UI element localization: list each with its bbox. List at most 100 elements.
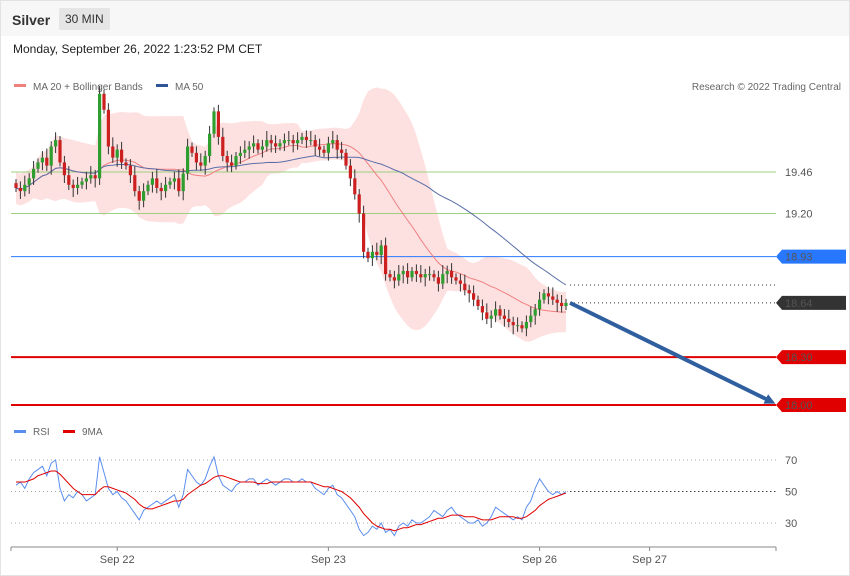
candle-body bbox=[414, 270, 418, 275]
candle-body bbox=[353, 178, 357, 195]
level-tag-18-93 bbox=[776, 249, 846, 264]
candle-body bbox=[243, 149, 247, 153]
candle-body bbox=[296, 140, 300, 144]
candle-body bbox=[494, 309, 498, 316]
candle-body bbox=[463, 283, 467, 291]
candle-body bbox=[120, 149, 124, 163]
candle-body bbox=[164, 184, 168, 192]
candle-body bbox=[362, 213, 366, 252]
candle-body bbox=[357, 194, 361, 214]
candle-body bbox=[45, 157, 49, 166]
candle-body bbox=[172, 178, 176, 182]
candle-body bbox=[344, 152, 348, 166]
datetime-label: Monday, September 26, 2022 1:23:52 PM CE… bbox=[13, 42, 263, 56]
candle-body bbox=[498, 309, 502, 316]
candle-body bbox=[533, 309, 537, 316]
candle-body bbox=[555, 299, 559, 303]
candle-body bbox=[212, 111, 216, 134]
bollinger-band-area bbox=[16, 87, 566, 342]
candle-body bbox=[309, 140, 313, 142]
candle-body bbox=[18, 187, 22, 192]
candle-body bbox=[366, 251, 370, 259]
rsi9ma-legend-label: 9MA bbox=[82, 427, 103, 438]
candle-body bbox=[524, 322, 528, 329]
candle-body bbox=[326, 143, 330, 153]
copyright-label: Research © 2022 Trading Central bbox=[692, 82, 841, 93]
candle-body bbox=[115, 149, 119, 158]
candle-body bbox=[546, 293, 550, 297]
ma50-legend-label: MA 50 bbox=[175, 82, 204, 93]
candle-body bbox=[137, 191, 141, 201]
candle-body bbox=[291, 140, 295, 144]
candle-body bbox=[542, 293, 546, 300]
candle-body bbox=[370, 251, 374, 259]
candle-body bbox=[410, 270, 414, 278]
candle-body bbox=[335, 140, 339, 150]
ma20-line bbox=[15, 143, 567, 313]
candle-body bbox=[93, 175, 97, 179]
candle-body bbox=[406, 270, 410, 278]
ma50-line bbox=[15, 155, 567, 286]
candle-body bbox=[282, 140, 286, 144]
candle-body bbox=[230, 162, 234, 166]
ma50-legend-swatch bbox=[156, 84, 168, 87]
candle-body bbox=[102, 93, 106, 110]
candle-body bbox=[128, 165, 132, 176]
candle-body bbox=[489, 315, 493, 319]
candle-body bbox=[216, 111, 220, 137]
candle-body bbox=[27, 178, 31, 185]
candle-body bbox=[221, 136, 225, 157]
candle-body bbox=[274, 143, 278, 147]
candle-body bbox=[155, 178, 159, 188]
candle-body bbox=[80, 181, 84, 185]
candle-body bbox=[300, 136, 304, 141]
candle-body bbox=[260, 146, 264, 150]
candle-body bbox=[84, 178, 88, 182]
candle-body bbox=[467, 290, 471, 294]
candle-body bbox=[62, 162, 66, 176]
level-tag-18-64 bbox=[776, 295, 846, 310]
candle-body bbox=[278, 143, 282, 147]
candle-body bbox=[516, 325, 520, 327]
level-label-18-30: 18.30 bbox=[785, 352, 813, 364]
candle-body bbox=[428, 274, 432, 276]
candle-body bbox=[388, 274, 392, 278]
header-bar: Silver 30 MIN bbox=[1, 1, 849, 36]
rsi-level-label-30: 30 bbox=[785, 518, 797, 530]
timeframe-badge[interactable]: 30 MIN bbox=[59, 8, 110, 30]
time-label-Sep-26: Sep 26 bbox=[522, 554, 557, 566]
candle-body bbox=[238, 152, 242, 157]
candle-body bbox=[186, 146, 190, 174]
candle-body bbox=[502, 315, 506, 319]
candle-body bbox=[208, 133, 212, 157]
candle-body bbox=[419, 274, 423, 278]
candle-body bbox=[23, 184, 27, 192]
candle-body bbox=[432, 274, 436, 278]
candle-body bbox=[458, 280, 462, 284]
candle-body bbox=[71, 184, 75, 188]
candle-body bbox=[472, 293, 476, 300]
candle-body bbox=[133, 175, 137, 192]
candle-body bbox=[269, 140, 273, 144]
candle-body bbox=[287, 140, 291, 142]
candle-body bbox=[252, 143, 256, 147]
candle-body bbox=[32, 168, 36, 179]
time-label-Sep-22: Sep 22 bbox=[100, 554, 135, 566]
candle-body bbox=[340, 149, 344, 153]
candle-body bbox=[538, 299, 542, 310]
candle-body bbox=[40, 157, 44, 163]
time-label-Sep-23: Sep 23 bbox=[311, 554, 346, 566]
level-label-18-00: 18.00 bbox=[785, 400, 813, 412]
rsi-legend-label: RSI bbox=[33, 427, 50, 438]
candle-body bbox=[331, 140, 335, 144]
candle-body bbox=[199, 162, 203, 166]
level-label-18-93: 18.93 bbox=[785, 252, 813, 264]
rsi-line bbox=[15, 455, 567, 537]
candle-body bbox=[304, 136, 308, 141]
rsi-level-label-70: 70 bbox=[785, 455, 797, 467]
level-tag-18-00 bbox=[776, 398, 846, 412]
ma20-legend-swatch bbox=[14, 84, 26, 87]
candle-body bbox=[476, 299, 480, 307]
symbol-title: Silver bbox=[12, 12, 51, 28]
